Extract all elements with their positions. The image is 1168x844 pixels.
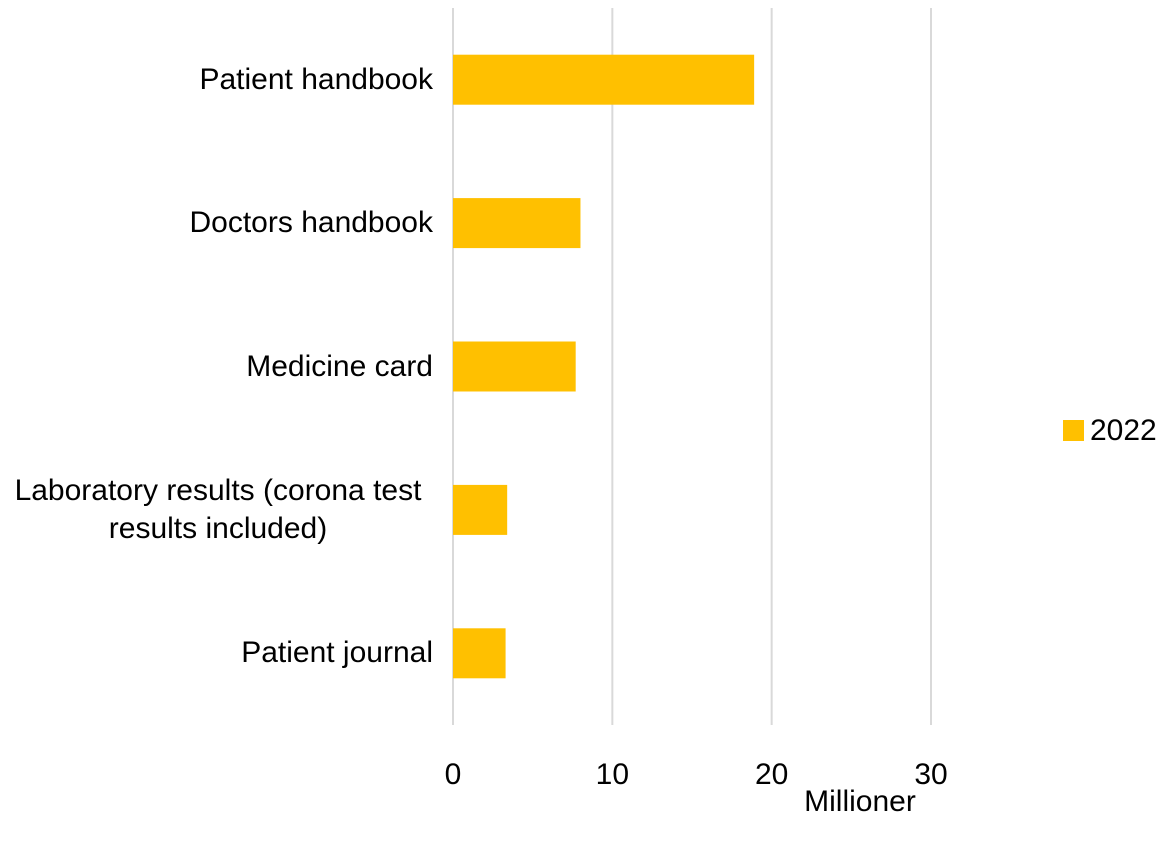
bar [453,198,581,249]
bar [453,628,506,679]
x-tick-label: 10 [596,758,629,791]
bar [453,341,576,392]
y-tick-label: Doctors handbook [189,206,434,240]
x-tick-label: 20 [755,758,788,791]
y-tick-label: Medicine card [246,349,433,383]
x-tick-label: 30 [914,758,947,791]
x-axis-title: Millioner [804,785,916,818]
y-tick-label: Patient journal [241,636,433,670]
y-tick-label: Laboratory results (corona test results … [14,473,422,545]
x-tick-label: 0 [445,758,462,791]
y-tick-label: Patient handbook [199,62,433,96]
bar [453,54,755,105]
bar [453,484,508,535]
legend-swatch [1063,420,1084,441]
legend-label: 2022 [1090,414,1157,447]
